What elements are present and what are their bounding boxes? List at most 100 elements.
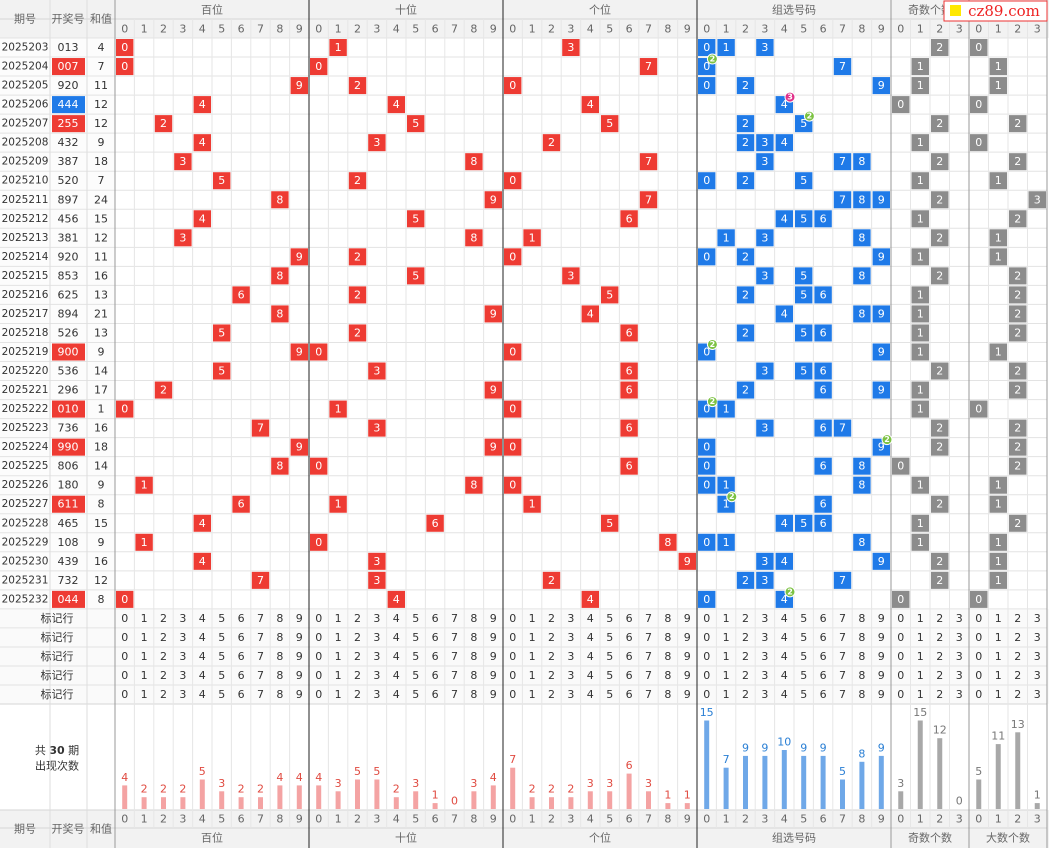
logo-box xyxy=(943,0,1048,22)
group-cell xyxy=(756,571,774,589)
occurrence-label: 15 xyxy=(913,706,927,719)
sum: 7 xyxy=(98,174,105,187)
column-digit: 5 xyxy=(412,813,419,826)
big-cell xyxy=(989,533,1007,551)
number-highlight xyxy=(52,400,85,418)
occurrence-bar xyxy=(374,779,380,809)
position-cell-text: 8 xyxy=(276,269,283,282)
occurrence-bar xyxy=(510,767,516,809)
number: 732 xyxy=(58,574,79,587)
marker-digit: 0 xyxy=(509,669,516,682)
odd-cell xyxy=(931,419,949,437)
group-cell-text: 8 xyxy=(858,231,865,244)
group-cell xyxy=(698,533,716,551)
position-cell-text: 8 xyxy=(276,460,283,473)
group-cell-text: 1 xyxy=(723,479,730,492)
group-cell xyxy=(795,267,813,285)
column-digit: 6 xyxy=(626,813,633,826)
group-cell-text: 0 xyxy=(703,250,710,263)
odd-cell xyxy=(892,590,910,608)
occurrence-label: 2 xyxy=(567,783,574,796)
group-cell xyxy=(698,248,716,266)
sum: 12 xyxy=(94,231,108,244)
position-cell xyxy=(639,191,658,209)
group-cell-text: 9 xyxy=(878,250,885,263)
marker-digit: 3 xyxy=(567,650,574,663)
position-cell xyxy=(620,210,638,228)
number: 520 xyxy=(58,174,79,187)
marker-digit: 5 xyxy=(800,669,807,682)
position-cell xyxy=(348,77,367,95)
position-cell xyxy=(504,476,522,494)
position-cell xyxy=(271,305,289,323)
sum: 11 xyxy=(94,79,108,92)
position-cell xyxy=(116,590,134,608)
marker-digit: 7 xyxy=(839,669,846,682)
marker-digit: 5 xyxy=(412,688,419,701)
marker-digit: 2 xyxy=(742,688,749,701)
occurrence-label: 0 xyxy=(451,795,458,808)
odd-cell xyxy=(931,552,949,570)
group-cell-text: 3 xyxy=(761,269,768,282)
marker-digit: 4 xyxy=(393,688,400,701)
marker-digit: 2 xyxy=(936,650,943,663)
marker-digit: 7 xyxy=(257,650,264,663)
occurrence-bar xyxy=(490,785,496,809)
marker-digit: 4 xyxy=(781,688,788,701)
big-cell xyxy=(1009,514,1027,532)
group-cell-text: 3 xyxy=(761,555,768,568)
occurrence-label: 9 xyxy=(878,741,885,754)
group-cell-text: 4 xyxy=(781,136,788,149)
occurrence-bar xyxy=(704,720,710,809)
issue: 2025206 xyxy=(2,99,49,111)
marker-digit: 2 xyxy=(354,612,361,625)
position-cell-text: 9 xyxy=(490,441,497,454)
footer-label: 和值 xyxy=(90,823,112,836)
marker-digit: 5 xyxy=(606,631,613,644)
number: 255 xyxy=(58,117,79,130)
sum: 1 xyxy=(98,403,105,416)
column-digit: 0 xyxy=(897,23,904,36)
group-cell-text: 2 xyxy=(742,79,749,92)
position-cell-text: 7 xyxy=(257,574,264,587)
column-digit: 0 xyxy=(121,23,128,36)
position-cell-text: 8 xyxy=(470,231,477,244)
group-cell xyxy=(853,476,871,494)
odd-cell xyxy=(911,286,929,304)
marker-digit: 0 xyxy=(897,650,904,663)
position-cell xyxy=(271,191,289,209)
occurrence-bar xyxy=(199,779,205,809)
big-cell-text: 1 xyxy=(995,555,1002,568)
group-cell xyxy=(853,229,871,247)
marker-digit: 0 xyxy=(703,631,710,644)
position-cell xyxy=(426,514,444,532)
number: 108 xyxy=(58,536,79,549)
occurrence-label: 2 xyxy=(257,783,264,796)
sum: 9 xyxy=(98,345,105,358)
marker-digit: 2 xyxy=(742,669,749,682)
position-cell xyxy=(504,172,522,190)
position-cell xyxy=(368,419,386,437)
occurrence-bar xyxy=(801,755,807,809)
column-digit: 3 xyxy=(1034,23,1041,36)
marker-digit: 8 xyxy=(276,650,283,663)
position-cell-text: 1 xyxy=(141,536,148,549)
position-cell-text: 2 xyxy=(160,117,167,130)
marker-digit: 7 xyxy=(839,612,846,625)
marker-digit: 3 xyxy=(956,631,963,644)
marker-digit: 1 xyxy=(995,612,1002,625)
group-cell-text: 7 xyxy=(839,574,846,587)
big-cell-text: 3 xyxy=(1034,193,1041,206)
big-cell-text: 0 xyxy=(975,136,982,149)
column-digit: 0 xyxy=(703,813,710,826)
marker-digit: 0 xyxy=(121,669,128,682)
marker-digit: 1 xyxy=(917,631,924,644)
big-cell xyxy=(970,134,988,152)
group-cell xyxy=(814,210,832,228)
position-cell xyxy=(639,153,658,171)
group-cell-text: 8 xyxy=(858,269,865,282)
position-cell-text: 6 xyxy=(238,498,245,511)
group-cell xyxy=(814,495,832,513)
position-cell-text: 8 xyxy=(470,155,477,168)
issue: 2025213 xyxy=(2,232,49,244)
